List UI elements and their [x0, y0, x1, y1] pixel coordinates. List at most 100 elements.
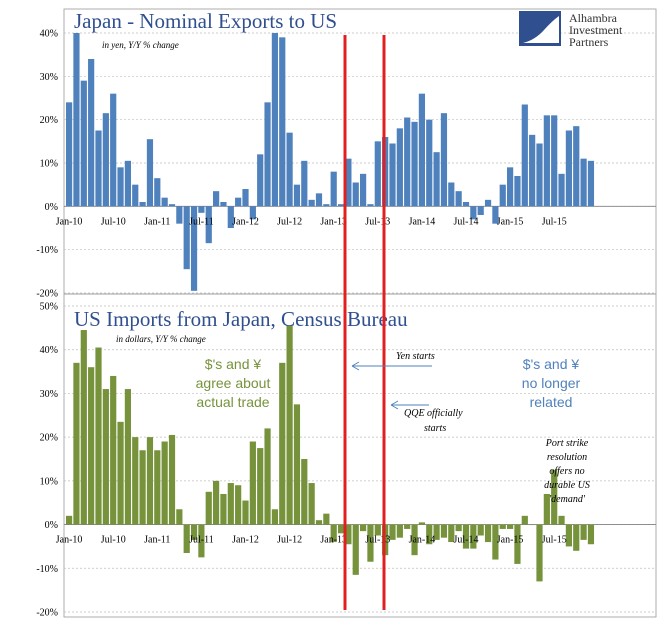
y-tick-label: 10% — [40, 476, 58, 487]
bar — [573, 126, 580, 207]
x-tick-label: Jan-15 — [497, 216, 524, 227]
bar — [257, 448, 264, 525]
x-tick-label: Jan-12 — [232, 535, 259, 546]
bar — [293, 404, 301, 525]
x-tick-label: Jan-14 — [409, 216, 436, 227]
bottom-panel-x-ticks: Jan-10 Jul-10 Jan-11 Jul-11 Jan-12 Jul-12 Jan-… — [56, 535, 567, 546]
bar — [499, 184, 506, 207]
bar — [249, 441, 256, 525]
bar — [279, 37, 286, 207]
bar — [418, 93, 425, 207]
bar — [190, 524, 198, 540]
bar — [389, 143, 396, 207]
annotation-blue-line1: $'s and ¥ — [523, 356, 580, 372]
bar — [161, 197, 168, 207]
bar — [293, 184, 301, 207]
annotation-port-line5: 'demand' — [549, 494, 586, 505]
bar — [132, 184, 139, 207]
bar — [154, 178, 161, 207]
bar — [484, 524, 492, 543]
y-tick-label: 20% — [40, 433, 58, 444]
bar — [514, 524, 521, 564]
top-panel-y-ticks: 40% 30% 20% 10% 0% -10% -20% — [36, 29, 58, 300]
bar — [580, 524, 587, 540]
bar — [462, 202, 470, 207]
bar — [183, 524, 190, 553]
x-tick-label: Jan-10 — [56, 535, 83, 546]
bar — [271, 509, 278, 525]
y-tick-label: 10% — [40, 159, 58, 170]
bar — [257, 154, 264, 207]
bar — [389, 524, 396, 540]
y-tick-label: 30% — [40, 389, 58, 400]
bar — [323, 204, 330, 207]
bar — [213, 480, 220, 525]
y-tick-label: 40% — [40, 345, 58, 356]
bar — [330, 524, 337, 543]
annotation-blue-line3: related — [530, 394, 573, 410]
bar — [507, 524, 514, 529]
top-panel-bars — [66, 33, 595, 291]
bar — [411, 524, 418, 556]
bar — [484, 199, 492, 207]
bar — [499, 524, 506, 529]
bar — [154, 450, 161, 525]
bar — [176, 509, 183, 525]
bar — [205, 491, 212, 525]
bar — [514, 176, 521, 207]
bar — [529, 134, 536, 207]
x-tick-label: Jan-14 — [409, 535, 436, 546]
bar — [132, 437, 139, 525]
bar — [551, 115, 558, 207]
bar — [102, 389, 109, 525]
bar — [301, 459, 308, 525]
x-tick-label: Jan-12 — [232, 216, 259, 227]
x-tick-label: Jan-10 — [56, 216, 83, 227]
bar — [220, 202, 227, 207]
bar — [227, 206, 234, 228]
bar — [264, 428, 271, 525]
top-panel-x-ticks: Jan-10 Jul-10 Jan-11 Jul-11 Jan-12 Jul-12 Jan-… — [56, 216, 567, 227]
bar — [337, 524, 345, 534]
x-tick-label: Jul-14 — [454, 216, 479, 227]
annotation-green-line3: actual trade — [196, 394, 269, 410]
x-tick-label: Jul-14 — [454, 535, 479, 546]
annotation-port-line3: offers no — [549, 466, 584, 477]
x-tick-label: Jul-10 — [101, 216, 126, 227]
y-tick-label: 40% — [40, 29, 58, 40]
bar — [477, 524, 484, 536]
bar — [110, 93, 117, 207]
top-chart-title: Japan - Nominal Exports to US — [74, 9, 337, 33]
bar — [470, 524, 477, 549]
bar — [80, 330, 87, 525]
bar — [462, 524, 470, 549]
bar — [110, 375, 117, 525]
bar — [146, 139, 154, 207]
y-tick-label: 30% — [40, 72, 58, 83]
logo-text-line2: Investment — [569, 23, 623, 37]
bar — [73, 33, 80, 207]
bar — [587, 160, 595, 207]
bar — [146, 437, 154, 525]
alhambra-logo: Alhambra Investment Partners — [519, 11, 623, 49]
bottom-panel-frame — [63, 293, 657, 618]
annotation-port-line1: Port strike — [545, 438, 589, 449]
bar — [301, 160, 308, 207]
bar — [95, 130, 102, 207]
bar — [396, 524, 403, 538]
bar — [315, 520, 323, 525]
bar — [529, 524, 536, 526]
x-tick-label: Jul-15 — [542, 535, 567, 546]
arrow-head-yen-icon — [351, 361, 360, 371]
bar — [66, 102, 73, 207]
bar — [404, 117, 411, 207]
y-tick-label: 50% — [40, 302, 58, 313]
bottom-chart-subtitle: in dollars, Y/Y % change — [116, 334, 206, 344]
bar — [271, 33, 278, 207]
bar — [227, 483, 234, 525]
x-tick-label: Jul-12 — [277, 535, 302, 546]
annotation-port-line2: resolution — [547, 452, 587, 463]
bar — [558, 173, 565, 207]
bar — [139, 202, 146, 207]
